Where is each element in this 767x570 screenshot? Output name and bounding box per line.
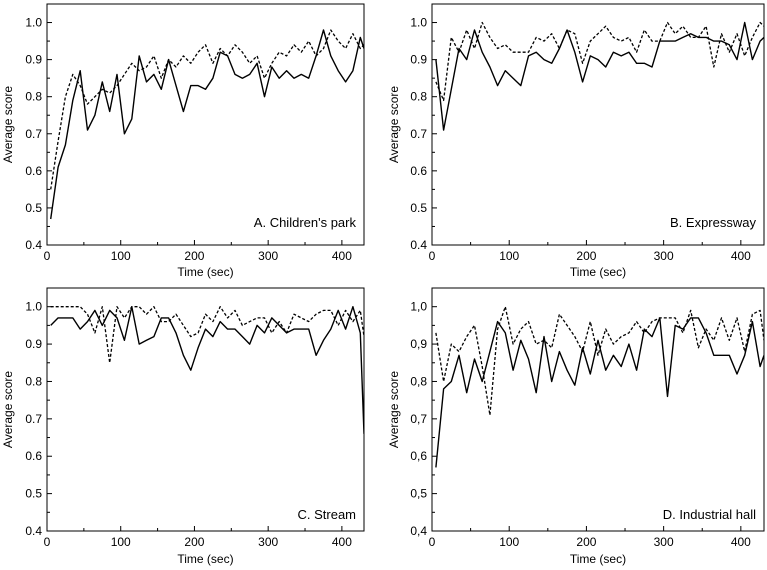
y-tick-label: 0.5 bbox=[25, 201, 42, 215]
y-tick-label: 0.7 bbox=[25, 127, 42, 141]
x-tick-label: 200 bbox=[184, 249, 204, 263]
y-tick-label: 0.4 bbox=[25, 238, 42, 252]
y-tick-label: 0.8 bbox=[410, 90, 427, 104]
y-tick-label: 0.7 bbox=[25, 412, 42, 426]
series-line-dashed bbox=[50, 29, 364, 190]
series-line-solid bbox=[435, 317, 764, 468]
x-tick-label: 0 bbox=[44, 249, 51, 263]
panel-label: A. Children's park bbox=[254, 215, 357, 230]
x-tick-label: 200 bbox=[576, 249, 596, 263]
series-line-dashed bbox=[50, 306, 364, 364]
y-tick-label: 1.0 bbox=[25, 16, 42, 30]
y-tick-label: 0,7 bbox=[410, 412, 427, 426]
y-tick-label: 1.0 bbox=[25, 300, 42, 314]
panel-3: 0 100 200 300 400 0.4 0.5 0.6 0.7 0.8 0.9 1.0 Time (… bbox=[1, 287, 365, 566]
y-tick-label: 0.5 bbox=[25, 487, 42, 501]
x-tick-label: 400 bbox=[731, 249, 751, 263]
x-tick-label: 100 bbox=[499, 535, 519, 549]
y-axis-title: Average score bbox=[1, 86, 15, 163]
y-tick-label: 0,8 bbox=[410, 374, 427, 388]
series-line-solid bbox=[50, 306, 364, 434]
x-axis-title: Time (sec) bbox=[570, 265, 626, 279]
y-tick-label: 1,0 bbox=[410, 300, 427, 314]
y-tick-label: 0.6 bbox=[25, 164, 42, 178]
y-tick-label: 0.9 bbox=[25, 337, 42, 351]
x-tick-label: 100 bbox=[111, 249, 131, 263]
x-tick-label: 300 bbox=[654, 535, 674, 549]
y-tick-label: 0.6 bbox=[410, 164, 427, 178]
x-tick-label: 300 bbox=[258, 535, 278, 549]
y-tick-label: 0,5 bbox=[410, 487, 427, 501]
series-line-dashed bbox=[435, 306, 764, 416]
y-tick-label: 0.4 bbox=[25, 524, 42, 538]
plot-frame bbox=[46, 3, 365, 246]
y-tick-label: 0.7 bbox=[410, 127, 427, 141]
x-tick-label: 200 bbox=[576, 535, 596, 549]
y-tick-label: 0,9 bbox=[410, 337, 427, 351]
panel-label: B. Expressway bbox=[670, 215, 756, 230]
series-line-dashed bbox=[435, 21, 764, 102]
y-tick-label: 0.5 bbox=[410, 201, 427, 215]
y-axis-title: Average score bbox=[387, 86, 401, 163]
x-tick-label: 300 bbox=[258, 249, 278, 263]
panel-4: 0 100 200 300 400 0,4 0,5 0,6 0,7 0,8 0,9 1,0 Time (… bbox=[387, 287, 765, 566]
x-tick-label: 100 bbox=[111, 535, 131, 549]
y-tick-label: 0.9 bbox=[410, 53, 427, 67]
panel-1: 0 100 200 300 400 0.4 0.5 0.6 0.7 0.8 0.9 1.0 Time (… bbox=[1, 3, 365, 279]
panel-2: 0 100 200 300 400 0.4 0.5 0.6 0.7 0.8 0.9 1.0 Time (… bbox=[387, 3, 765, 279]
y-tick-label: 0,4 bbox=[410, 524, 427, 538]
x-axis-title: Time (sec) bbox=[177, 552, 233, 566]
y-tick-label: 1.0 bbox=[410, 16, 427, 30]
panel-label: C. Stream bbox=[297, 507, 356, 522]
x-tick-label: 400 bbox=[332, 249, 352, 263]
y-tick-label: 0.9 bbox=[25, 53, 42, 67]
x-tick-label: 200 bbox=[184, 535, 204, 549]
x-tick-label: 400 bbox=[332, 535, 352, 549]
y-tick-label: 0.6 bbox=[25, 449, 42, 463]
plot-frame bbox=[431, 3, 765, 246]
series-line-solid bbox=[435, 21, 764, 131]
x-tick-label: 100 bbox=[499, 249, 519, 263]
y-axis-title: Average score bbox=[387, 371, 401, 448]
series-line-solid bbox=[50, 29, 364, 220]
y-tick-label: 0,6 bbox=[410, 449, 427, 463]
y-tick-label: 0.8 bbox=[25, 90, 42, 104]
x-tick-label: 400 bbox=[731, 535, 751, 549]
y-axis-title: Average score bbox=[1, 371, 15, 448]
x-axis-title: Time (sec) bbox=[570, 552, 626, 566]
panel-label: D. Industrial hall bbox=[663, 507, 756, 522]
y-tick-label: 0.4 bbox=[410, 238, 427, 252]
x-axis-title: Time (sec) bbox=[177, 265, 233, 279]
x-tick-label: 300 bbox=[654, 249, 674, 263]
y-tick-label: 0.8 bbox=[25, 374, 42, 388]
x-tick-label: 0 bbox=[429, 249, 436, 263]
x-tick-label: 0 bbox=[44, 535, 51, 549]
x-tick-label: 0 bbox=[429, 535, 436, 549]
plot-frame bbox=[431, 287, 765, 532]
plot-frame bbox=[46, 287, 365, 532]
